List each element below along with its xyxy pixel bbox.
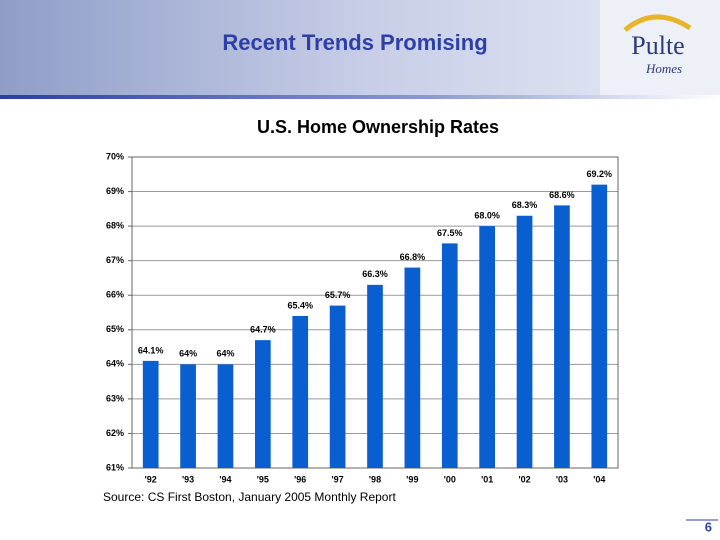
bar <box>292 315 309 468</box>
logo-name: Pulte <box>631 31 684 60</box>
value-label: 69.2% <box>587 169 613 179</box>
x-tick-label: '95 <box>257 474 269 484</box>
bar <box>142 360 159 468</box>
x-tick-label: '92 <box>145 474 157 484</box>
value-label: 65.7% <box>325 290 351 300</box>
bar <box>217 364 234 468</box>
value-label: 64% <box>216 349 234 359</box>
y-tick-label: 62% <box>106 428 124 438</box>
y-tick-label: 67% <box>106 255 124 265</box>
value-label: 66.3% <box>362 269 388 279</box>
y-tick-label: 63% <box>106 393 124 403</box>
bar <box>516 215 533 468</box>
source-note: Source: CS First Boston, January 2005 Mo… <box>103 490 396 504</box>
y-tick-label: 64% <box>106 359 124 369</box>
y-tick-label: 65% <box>106 324 124 334</box>
bar <box>479 226 496 468</box>
value-label: 68.6% <box>549 190 575 200</box>
value-label: 64.7% <box>250 325 276 335</box>
bar <box>329 305 346 468</box>
x-tick-label: '98 <box>369 474 381 484</box>
x-tick-label: '00 <box>444 474 456 484</box>
value-label: 67.5% <box>437 228 463 238</box>
x-tick-label: '02 <box>518 474 530 484</box>
chart-title: U.S. Home Ownership Rates <box>257 117 499 137</box>
logo-tagline: Homes <box>645 61 682 76</box>
bar <box>367 284 383 468</box>
y-tick-label: 69% <box>106 186 124 196</box>
x-tick-label: '93 <box>182 474 194 484</box>
bar <box>254 340 271 468</box>
y-tick-label: 68% <box>106 220 124 230</box>
x-tick-label: '96 <box>294 474 306 484</box>
bar <box>404 267 421 468</box>
bar <box>554 205 570 468</box>
x-tick-label: '04 <box>593 474 605 484</box>
value-label: 66.8% <box>400 252 426 262</box>
logo-arc <box>623 14 692 32</box>
bar <box>441 243 458 468</box>
bar <box>180 364 196 468</box>
page-number: 6 <box>705 519 712 534</box>
x-tick-label: '94 <box>219 474 231 484</box>
x-tick-label: '01 <box>481 474 493 484</box>
y-tick-label: 70% <box>106 151 124 161</box>
y-tick-label: 61% <box>106 462 124 472</box>
value-label: 65.4% <box>287 300 313 310</box>
value-label: 68.0% <box>474 210 500 220</box>
x-tick-label: '97 <box>332 474 344 484</box>
x-tick-label: '03 <box>556 474 568 484</box>
header-rule <box>0 95 720 99</box>
slide-title: Recent Trends Promising <box>222 30 487 55</box>
value-label: 68.3% <box>512 200 538 210</box>
y-tick-label: 66% <box>106 290 124 300</box>
value-label: 64.1% <box>138 345 164 355</box>
bar <box>591 184 608 468</box>
x-tick-label: '99 <box>406 474 418 484</box>
value-label: 64% <box>179 349 197 359</box>
